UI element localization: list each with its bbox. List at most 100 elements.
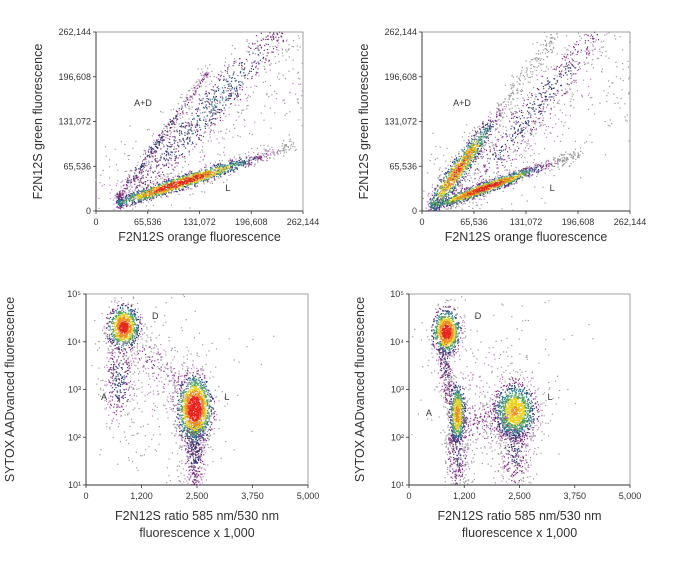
- data-point: [603, 90, 605, 92]
- data-point: [574, 67, 576, 69]
- data-point: [536, 87, 538, 90]
- data-point: [233, 92, 235, 94]
- data-point: [173, 117, 175, 119]
- data-point: [281, 32, 283, 34]
- data-point: [191, 171, 193, 173]
- data-point: [209, 103, 211, 105]
- data-point: [250, 47, 252, 49]
- data-point: [134, 206, 136, 208]
- data-point: [160, 138, 162, 140]
- data-point: [254, 155, 256, 157]
- data-point: [158, 194, 160, 196]
- data-point: [231, 163, 233, 165]
- data-point: [150, 150, 152, 152]
- data-point: [167, 162, 169, 164]
- data-point: [452, 190, 454, 192]
- data-point: [579, 35, 581, 37]
- data-point: [141, 166, 143, 168]
- data-point: [522, 74, 524, 76]
- data-point: [204, 131, 206, 133]
- data-point: [468, 136, 470, 138]
- data-point: [615, 38, 617, 40]
- data-point: [548, 163, 550, 165]
- data-point: [175, 189, 177, 191]
- data-point: [438, 208, 441, 210]
- data-point: [186, 122, 189, 124]
- data-point: [195, 181, 197, 183]
- data-point: [171, 143, 173, 146]
- data-point: [206, 95, 208, 97]
- data-point: [148, 196, 150, 198]
- data-point: [563, 156, 565, 158]
- data-point: [260, 46, 262, 48]
- data-points: [95, 31, 303, 212]
- data-point: [511, 114, 513, 116]
- data-point: [542, 91, 544, 94]
- data-point: [142, 197, 144, 199]
- data-point: [510, 173, 512, 176]
- data-point: [546, 66, 548, 68]
- data-point: [567, 159, 569, 161]
- data-point: [198, 80, 201, 82]
- data-point: [518, 170, 520, 172]
- data-point: [556, 33, 558, 35]
- data-point: [510, 94, 512, 97]
- data-point: [227, 87, 229, 90]
- data-point: [468, 170, 470, 172]
- data-point: [521, 88, 523, 91]
- data-point: [196, 130, 199, 133]
- data-point: [211, 173, 213, 175]
- data-point: [534, 57, 536, 59]
- data-point: [207, 72, 209, 74]
- data-point: [158, 175, 160, 177]
- data-point: [521, 194, 523, 196]
- data-point: [144, 158, 146, 160]
- data-point: [498, 156, 500, 158]
- data-point: [496, 139, 498, 141]
- data-point: [236, 167, 238, 169]
- data-point: [155, 190, 157, 192]
- data-point: [452, 192, 454, 194]
- data-point: [218, 88, 220, 90]
- data-point: [229, 76, 231, 79]
- data-point: [548, 126, 550, 128]
- data-point: [212, 108, 214, 110]
- data-point: [218, 169, 220, 171]
- data-point: [207, 178, 209, 180]
- data-point: [277, 150, 279, 152]
- data-point: [170, 157, 172, 160]
- data-point: [201, 191, 203, 193]
- data-point: [494, 129, 496, 131]
- data-point: [501, 137, 503, 139]
- data-point: [214, 109, 216, 111]
- data-point: [575, 44, 577, 46]
- data-point: [223, 173, 225, 175]
- data-point: [166, 190, 168, 193]
- data-point: [141, 178, 143, 180]
- data-point: [134, 177, 136, 179]
- data-point: [549, 45, 551, 47]
- data-point: [478, 169, 480, 171]
- data-point: [524, 147, 527, 149]
- data-point: [472, 198, 474, 200]
- data-point: [203, 78, 205, 81]
- data-point: [257, 157, 259, 159]
- data-point: [527, 148, 530, 150]
- data-point: [476, 144, 478, 146]
- data-point: [246, 97, 248, 100]
- data-point: [168, 188, 170, 190]
- data-point: [191, 176, 193, 178]
- data-point: [508, 97, 510, 99]
- data-point: [281, 145, 283, 147]
- data-point: [536, 74, 538, 76]
- data-point: [254, 159, 257, 161]
- data-point: [125, 199, 127, 201]
- data-point: [273, 38, 275, 40]
- data-point: [234, 80, 236, 82]
- data-point: [438, 208, 440, 210]
- data-point: [516, 112, 518, 114]
- data-point: [185, 98, 188, 100]
- data-point: [577, 153, 580, 155]
- data-point: [621, 49, 624, 51]
- data-point: [225, 90, 227, 92]
